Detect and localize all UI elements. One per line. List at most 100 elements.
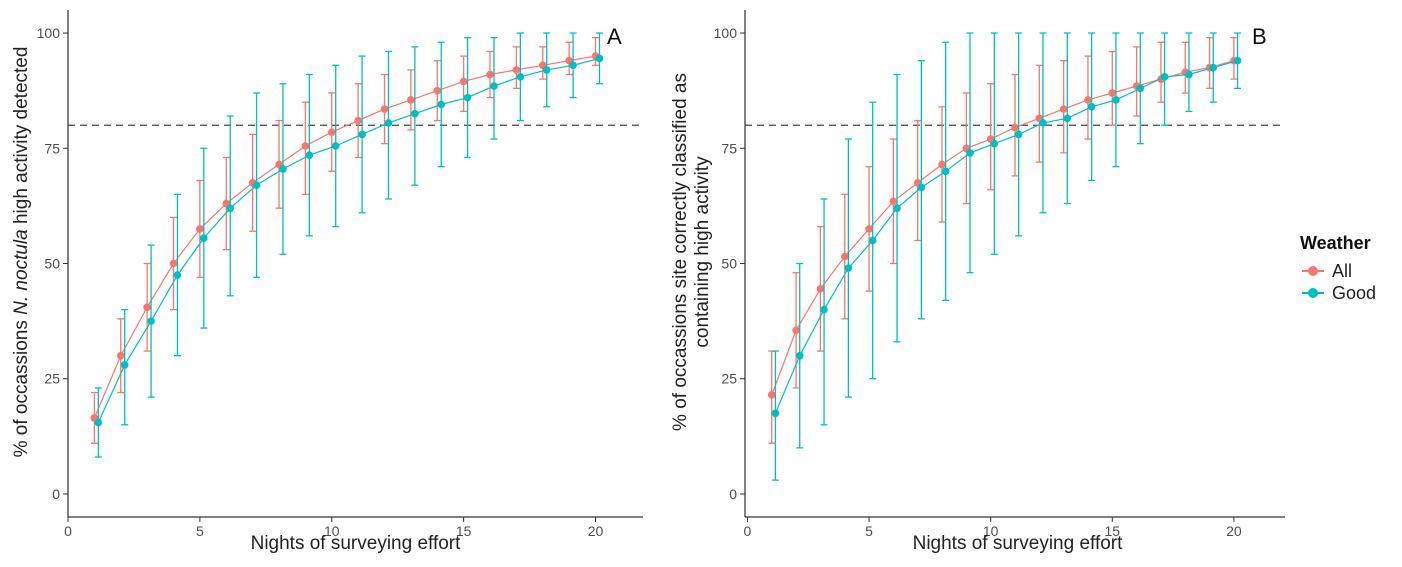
y-tick-label-b: 25 <box>721 371 737 387</box>
x-tick-label-a: 15 <box>456 523 472 539</box>
data-point-good-a <box>437 100 446 109</box>
x-tick-label-b: 5 <box>865 523 873 539</box>
x-tick-label-a: 0 <box>64 523 72 539</box>
data-point-good-a <box>305 151 314 159</box>
series-line-good-b <box>774 60 1238 414</box>
data-point-all-b <box>1011 123 1019 132</box>
data-point-good-b <box>941 167 950 176</box>
data-point-all-a <box>196 225 204 233</box>
panel-label-a: A <box>607 24 622 49</box>
data-point-all-a <box>354 116 362 125</box>
data-point-good-b <box>1039 119 1047 127</box>
data-point-all-a <box>169 259 178 268</box>
data-point-good-a <box>542 66 551 74</box>
data-point-good-a <box>173 271 182 279</box>
data-point-good-a <box>94 418 103 427</box>
data-point-all-b <box>792 326 800 335</box>
data-point-good-a <box>279 165 287 173</box>
y-tick-label-b: 0 <box>729 486 737 502</box>
legend-label-all: All <box>1332 260 1353 281</box>
data-point-all-a <box>512 66 521 74</box>
data-point-good-b <box>1136 84 1145 93</box>
data-point-good-b <box>1233 56 1242 65</box>
data-point-all-b <box>816 285 825 293</box>
data-point-good-b <box>1112 96 1120 104</box>
data-point-all-b <box>840 252 849 261</box>
legend-item-good: Good <box>1300 282 1400 304</box>
data-point-all-b <box>889 197 898 206</box>
data-point-all-a <box>433 86 442 95</box>
data-point-good-b <box>1063 114 1072 123</box>
y-tick-label-a: 100 <box>37 25 61 41</box>
x-axis-label-a: Nights of surveying effort <box>250 533 461 554</box>
data-point-all-b <box>1059 105 1068 113</box>
x-axis-label-b: Nights of surveying effort <box>912 533 1123 554</box>
data-point-good-a <box>252 181 261 189</box>
data-point-all-a <box>143 303 151 312</box>
data-point-good-b <box>1014 130 1023 139</box>
data-point-good-b <box>966 149 974 157</box>
y-tick-label-b: 50 <box>721 256 737 272</box>
y-tick-label-b: 100 <box>714 25 738 41</box>
x-tick-label-a: 5 <box>196 523 204 539</box>
data-point-all-a <box>486 70 494 79</box>
data-point-all-b <box>865 225 873 233</box>
data-point-all-a <box>407 96 415 104</box>
data-point-good-b <box>868 236 877 245</box>
legend-title: Weather <box>1300 233 1371 253</box>
data-point-all-a <box>116 351 125 360</box>
x-tick-label-b: 0 <box>744 523 752 539</box>
data-point-good-a <box>331 142 340 150</box>
data-point-good-a <box>120 361 129 369</box>
legend-item-all: All <box>1300 260 1400 282</box>
legend: Weather All Good <box>1300 233 1400 304</box>
x-tick-label-a: 20 <box>588 523 604 539</box>
data-point-good-a <box>200 234 208 242</box>
data-point-good-a <box>384 119 393 127</box>
x-tick-label-b: 20 <box>1226 523 1242 539</box>
data-point-good-b <box>844 264 853 272</box>
legend-key-all <box>1300 261 1326 281</box>
y-tick-label-a: 75 <box>44 140 60 156</box>
data-point-good-a <box>358 130 366 139</box>
data-point-good-b <box>1160 73 1169 81</box>
data-point-good-b <box>1185 70 1193 79</box>
data-point-all-a <box>301 142 310 150</box>
data-point-good-b <box>893 204 901 212</box>
data-point-all-a <box>327 128 336 136</box>
data-point-good-a <box>411 109 419 118</box>
y-tick-label-a: 0 <box>52 486 60 502</box>
panel-label-b: B <box>1252 24 1267 49</box>
y-tick-label-a: 25 <box>44 371 60 387</box>
data-point-good-a <box>463 93 472 102</box>
data-point-all-a <box>459 77 468 86</box>
data-point-good-a <box>490 82 498 90</box>
data-point-good-a <box>147 317 155 325</box>
series-line-good-a <box>97 57 600 423</box>
data-point-good-a <box>569 61 577 70</box>
y-tick-label-b: 75 <box>721 140 737 156</box>
legend-key-good <box>1300 283 1326 303</box>
data-point-all-b <box>1084 96 1092 104</box>
x-tick-label-a: 10 <box>324 523 340 539</box>
data-point-good-b <box>917 183 926 192</box>
y-tick-label-a: 50 <box>44 256 60 272</box>
legend-label-good: Good <box>1332 282 1377 303</box>
data-point-good-b <box>990 139 999 148</box>
data-point-all-b <box>767 391 776 399</box>
data-point-good-a <box>226 204 235 212</box>
data-point-good-b <box>771 409 780 418</box>
data-point-good-b <box>1209 63 1218 72</box>
data-point-good-b <box>1087 102 1096 111</box>
data-point-good-b <box>820 305 828 314</box>
data-point-good-a <box>595 54 604 63</box>
data-point-good-b <box>795 351 804 360</box>
data-point-all-b <box>1108 89 1117 97</box>
x-tick-label-b: 15 <box>1105 523 1121 539</box>
data-point-good-a <box>516 73 525 81</box>
data-point-all-a <box>380 105 389 113</box>
data-point-all-b <box>938 160 946 169</box>
x-tick-label-b: 10 <box>983 523 999 539</box>
